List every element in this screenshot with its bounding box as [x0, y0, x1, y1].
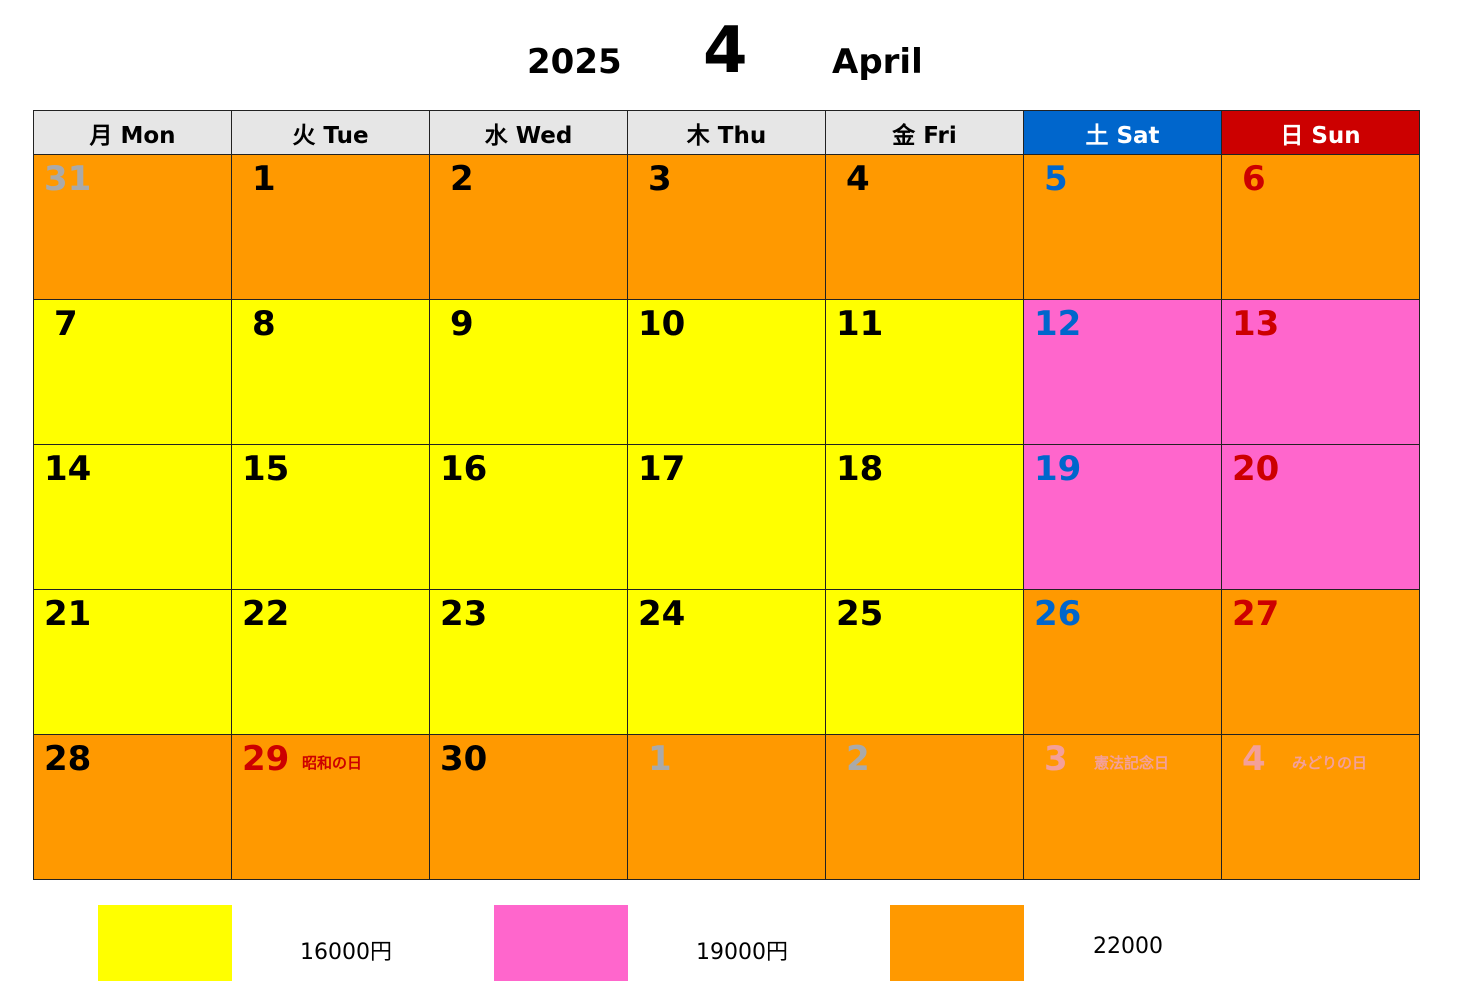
- weekday-header-row: 月 Mon 火 Tue 水 Wed 木 Thu 金 Fri 土 Sat 日 Su…: [33, 110, 1420, 155]
- day-number: 10: [638, 304, 686, 344]
- day-cell[interactable]: 13: [1221, 299, 1420, 445]
- day-cell[interactable]: 1: [231, 154, 430, 300]
- week-row: 14 15 16 17 18 19 20: [33, 444, 1420, 590]
- day-cell[interactable]: 9: [429, 299, 628, 445]
- day-number: 24: [638, 594, 686, 634]
- legend-label: 19000円: [696, 940, 788, 965]
- holiday-name: みどりの日: [1292, 754, 1368, 772]
- day-number: 4: [1242, 739, 1266, 779]
- day-number: 29: [242, 739, 290, 779]
- day-number: 25: [836, 594, 884, 634]
- calendar-body: 31 1 2 3 4 5 6 7 8 9 10 11 12 13 14 15 16 17 18 19 20 21 22 23 2…: [33, 154, 1420, 880]
- holiday-name: 昭和の日: [302, 754, 363, 772]
- title-year: 2025: [527, 42, 622, 82]
- day-cell[interactable]: 8: [231, 299, 430, 445]
- day-cell[interactable]: 30: [429, 734, 628, 880]
- day-cell[interactable]: 31: [33, 154, 232, 300]
- day-cell[interactable]: 21: [33, 589, 232, 735]
- day-cell[interactable]: 20: [1221, 444, 1420, 590]
- week-row: 7 8 9 10 11 12 13: [33, 299, 1420, 445]
- legend-swatch-yellow: [98, 905, 232, 981]
- legend-swatch-orange: [890, 905, 1024, 981]
- day-number: 18: [836, 449, 884, 489]
- day-number: 20: [1232, 449, 1280, 489]
- weekday-header-sun: 日 Sun: [1221, 110, 1420, 155]
- day-number: 5: [1044, 159, 1068, 199]
- calendar-grid: 月 Mon 火 Tue 水 Wed 木 Thu 金 Fri 土 Sat 日 Su…: [33, 110, 1420, 880]
- day-number: 16: [440, 449, 488, 489]
- day-cell[interactable]: 24: [627, 589, 826, 735]
- day-number: 21: [44, 594, 92, 634]
- day-number: 1: [648, 739, 672, 779]
- day-number: 2: [846, 739, 870, 779]
- weekday-header-wed: 水 Wed: [429, 110, 628, 155]
- day-number: 11: [836, 304, 884, 344]
- day-cell[interactable]: 11: [825, 299, 1024, 445]
- day-cell[interactable]: 6: [1221, 154, 1420, 300]
- day-number: 1: [252, 159, 276, 199]
- week-row: 21 22 23 24 25 26 27: [33, 589, 1420, 735]
- day-cell[interactable]: 4: [825, 154, 1024, 300]
- day-number: 30: [440, 739, 488, 779]
- day-cell[interactable]: 28: [33, 734, 232, 880]
- day-cell[interactable]: 16: [429, 444, 628, 590]
- day-cell[interactable]: 1: [627, 734, 826, 880]
- week-row: 28 29 昭和の日 30 1 2 3 憲法記念日 4 みどりの日: [33, 734, 1420, 880]
- day-cell[interactable]: 25: [825, 589, 1024, 735]
- day-number: 26: [1034, 594, 1082, 634]
- day-number: 8: [252, 304, 276, 344]
- day-number: 15: [242, 449, 290, 489]
- day-cell[interactable]: 3: [627, 154, 826, 300]
- day-cell[interactable]: 17: [627, 444, 826, 590]
- day-cell[interactable]: 14: [33, 444, 232, 590]
- day-cell[interactable]: 18: [825, 444, 1024, 590]
- day-cell[interactable]: 4 みどりの日: [1221, 734, 1420, 880]
- week-row: 31 1 2 3 4 5 6: [33, 154, 1420, 300]
- day-number: 4: [846, 159, 870, 199]
- day-number: 7: [54, 304, 78, 344]
- day-number: 3: [648, 159, 672, 199]
- day-cell[interactable]: 19: [1023, 444, 1222, 590]
- day-number: 22: [242, 594, 290, 634]
- legend-swatch-pink: [494, 905, 628, 981]
- day-cell[interactable]: 2: [825, 734, 1024, 880]
- day-number: 17: [638, 449, 686, 489]
- day-cell[interactable]: 7: [33, 299, 232, 445]
- day-number: 2: [450, 159, 474, 199]
- day-number: 31: [44, 159, 92, 199]
- day-cell[interactable]: 27: [1221, 589, 1420, 735]
- day-cell[interactable]: 10: [627, 299, 826, 445]
- day-number: 14: [44, 449, 92, 489]
- weekday-header-sat: 土 Sat: [1023, 110, 1222, 155]
- day-number: 9: [450, 304, 474, 344]
- legend-label: 22000: [1093, 934, 1163, 959]
- day-cell[interactable]: 12: [1023, 299, 1222, 445]
- legend-label: 16000円: [300, 940, 392, 965]
- day-cell[interactable]: 22: [231, 589, 430, 735]
- day-cell[interactable]: 5: [1023, 154, 1222, 300]
- day-number: 3: [1044, 739, 1068, 779]
- day-cell[interactable]: 26: [1023, 589, 1222, 735]
- day-number: 28: [44, 739, 92, 779]
- title-month-name: April: [832, 42, 923, 82]
- day-cell[interactable]: 23: [429, 589, 628, 735]
- calendar-title: 2025 4 April: [0, 0, 1462, 100]
- day-number: 13: [1232, 304, 1280, 344]
- day-cell[interactable]: 29 昭和の日: [231, 734, 430, 880]
- weekday-header-thu: 木 Thu: [627, 110, 826, 155]
- title-month-number: 4: [703, 14, 748, 88]
- day-cell[interactable]: 3 憲法記念日: [1023, 734, 1222, 880]
- holiday-name: 憲法記念日: [1094, 754, 1170, 772]
- day-cell[interactable]: 15: [231, 444, 430, 590]
- day-number: 6: [1242, 159, 1266, 199]
- weekday-header-tue: 火 Tue: [231, 110, 430, 155]
- weekday-header-fri: 金 Fri: [825, 110, 1024, 155]
- day-number: 23: [440, 594, 488, 634]
- day-cell[interactable]: 2: [429, 154, 628, 300]
- weekday-header-mon: 月 Mon: [33, 110, 232, 155]
- day-number: 27: [1232, 594, 1280, 634]
- day-number: 19: [1034, 449, 1082, 489]
- day-number: 12: [1034, 304, 1082, 344]
